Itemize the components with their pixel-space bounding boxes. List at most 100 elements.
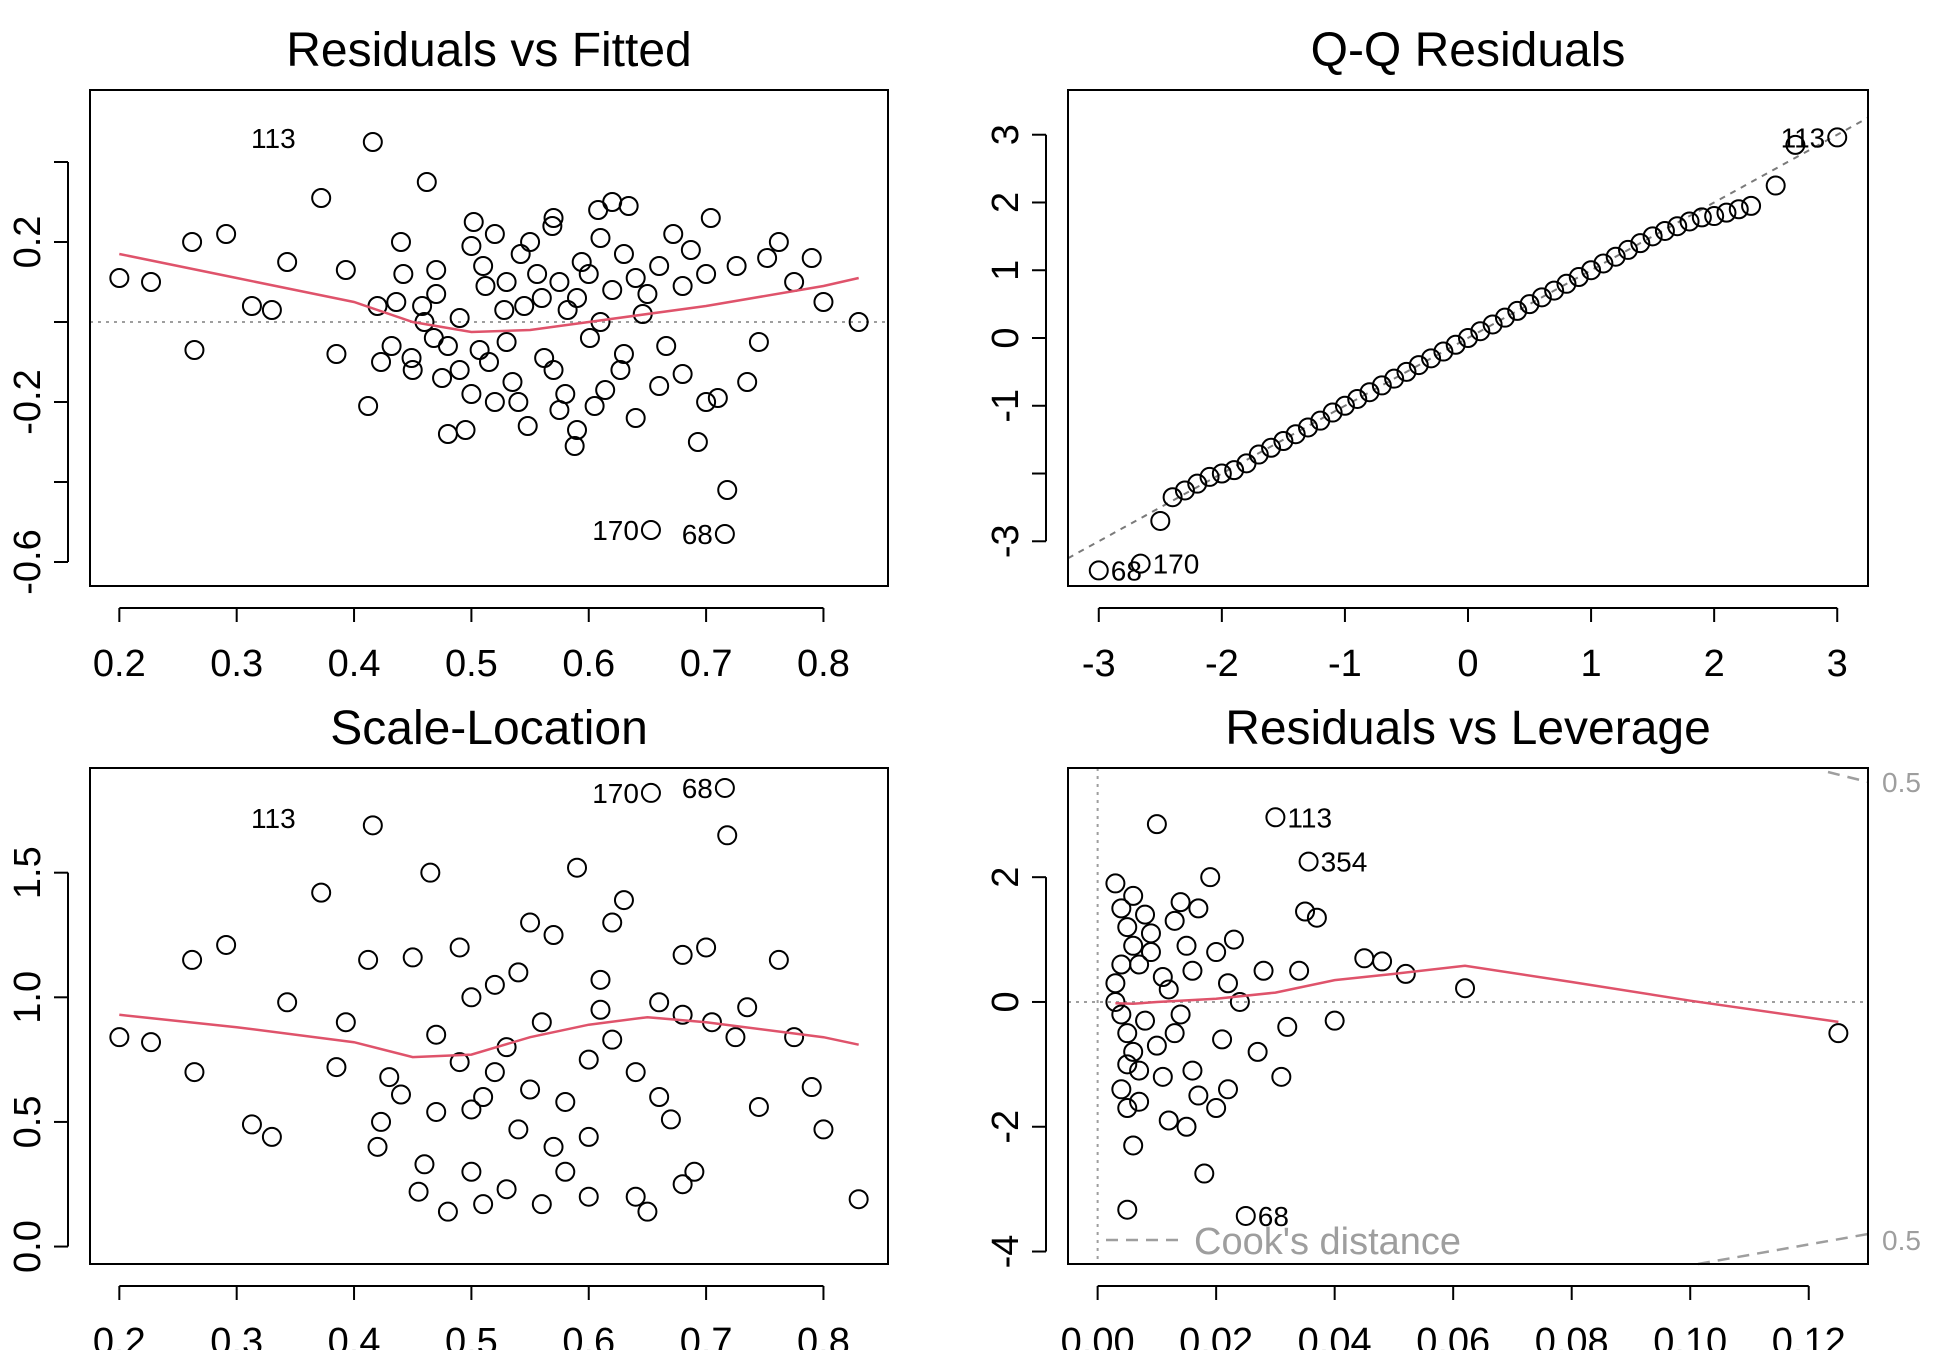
data-point [335,1012,356,1033]
data-point [426,1024,447,1045]
data-point [241,1114,262,1135]
data-point [379,1067,400,1088]
point-label: 113 [1287,802,1332,833]
data-point [1187,473,1208,494]
data-point [1716,202,1737,223]
data-point [1642,226,1663,247]
data-point [1152,967,1173,988]
data-point [402,360,423,380]
data-point [1229,991,1250,1012]
data-point [432,368,453,388]
residuals-vs-leverage-panel: Residuals vs Leverage 0.5 0.5 Cook's distan… [985,702,1921,1350]
data-point [449,937,470,958]
legend-label: Cook's distance [1194,1221,1461,1263]
data-point [801,1077,822,1098]
data-point [610,360,631,380]
data-point [109,268,130,288]
data-point [1188,898,1209,919]
data-point [542,216,563,236]
data-point [527,264,548,284]
data-point [748,1096,769,1117]
data-point [1271,1066,1292,1087]
data-point [1408,355,1429,376]
point-label: 113 [251,123,296,154]
data-point [557,300,578,320]
data-point [1544,280,1565,301]
data-point [768,232,789,252]
data-point [141,272,162,292]
data-point [182,949,203,970]
data-point [595,380,616,400]
data-point [1174,480,1195,501]
data-point [1827,127,1848,148]
data-point [660,1109,681,1130]
data-point [510,244,531,264]
data-point [508,392,529,412]
data-point [449,308,470,328]
data-point [663,224,684,244]
data-point [672,1004,693,1025]
data-point [1470,321,1491,342]
data-point [1212,1029,1233,1050]
point-label: 68 [1111,555,1142,586]
data-point [1135,904,1156,925]
data-point [520,1079,541,1100]
chart-title: Residuals vs Fitted [286,24,692,77]
data-point [1170,1004,1191,1025]
data-point [479,352,499,372]
data-point [393,264,414,284]
data-point [408,1181,429,1202]
data-point [625,408,646,428]
data-point [1105,873,1126,894]
data-point [473,1194,494,1215]
data-point [277,992,298,1013]
data-point [1105,991,1126,1012]
chart-title: Q-Q Residuals [1311,24,1626,77]
data-point [1531,287,1552,308]
data-point [1164,1023,1185,1044]
data-point [602,912,623,933]
x-tick-label: 0.10 [1653,1321,1727,1350]
data-point [311,882,332,903]
data-point [1654,220,1675,241]
data-point [426,284,447,304]
data-point [813,1119,834,1140]
point-label: 68 [1258,1201,1289,1232]
data-point [1298,417,1318,438]
data-point [564,436,585,456]
data-point [637,284,658,304]
x-tick-label: 0.7 [680,1321,733,1350]
x-tick-label: 3 [1827,643,1848,685]
data-point [1146,1035,1167,1056]
x-tick-label: 0 [1457,643,1478,685]
data-point [109,1027,130,1048]
data-point [579,328,600,348]
data-point [1277,1016,1298,1037]
data-point [1667,216,1688,237]
data-point [1140,942,1161,963]
x-tick-label: 0.4 [328,643,381,685]
data-point [1433,341,1454,362]
data-point [1273,430,1294,451]
data-point [549,272,570,292]
data-point [1359,382,1380,403]
data-point [1581,260,1602,281]
data-point [1123,935,1144,956]
data-point [748,332,769,352]
data-point [1129,1091,1150,1112]
data-point [649,992,670,1013]
data-point [216,934,237,955]
y-tick-label: 2 [985,867,1027,888]
data-point [1117,1054,1138,1075]
y-tick-label: -4 [985,1235,1027,1269]
data-point [1347,388,1368,409]
data-point [543,924,564,945]
data-point [455,420,476,440]
data-point [1507,300,1528,321]
data-point [672,1174,693,1195]
point-label: 68 [682,773,713,804]
data-point [1176,1116,1197,1137]
data-point [534,348,555,368]
data-point [784,1027,805,1048]
